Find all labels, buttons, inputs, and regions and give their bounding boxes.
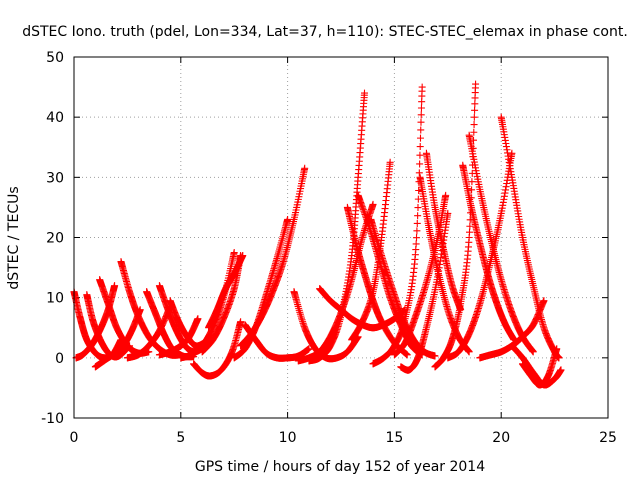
x-axis-label: GPS time / hours of day 152 of year 2014 (195, 459, 485, 475)
data-series-arc (155, 315, 202, 359)
y-tick-label: 50 (46, 50, 64, 66)
y-tick-label: 30 (46, 170, 64, 186)
data-points (70, 80, 565, 389)
y-tick-label: 0 (55, 351, 64, 367)
x-tick-label: 20 (492, 430, 510, 446)
y-axis-label: dSTEC / TECUs (6, 186, 22, 289)
x-tick-label: 0 (70, 430, 79, 446)
chart-title: dSTEC Iono. truth (pdel, Lon=334, Lat=37… (22, 24, 628, 40)
x-tick-label: 10 (279, 430, 297, 446)
x-tick-label: 25 (599, 430, 617, 446)
y-tick-label: 10 (46, 291, 64, 307)
x-tick-label: 5 (176, 430, 185, 446)
y-tick-label: 40 (46, 110, 64, 126)
y-tick-label: 20 (46, 231, 64, 247)
data-point (111, 282, 119, 290)
x-tick-label: 15 (385, 430, 403, 446)
y-tick-label: -10 (41, 411, 64, 427)
